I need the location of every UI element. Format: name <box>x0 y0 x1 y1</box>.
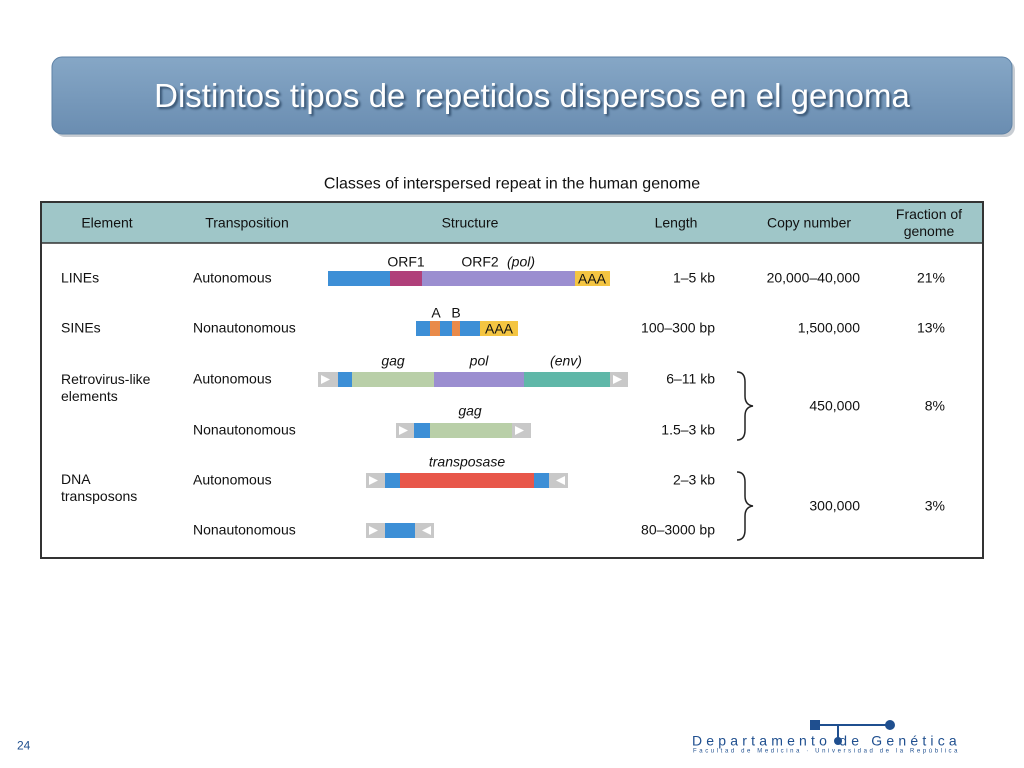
transposition: Nonautonomous <box>193 319 296 336</box>
structure-label: (env) <box>550 352 582 369</box>
length: 1–5 kb <box>672 269 715 286</box>
element-name: SINEs <box>61 319 101 336</box>
retro-autonomous-structure <box>318 372 628 387</box>
column-header: Fraction of genome <box>895 206 963 239</box>
structure-label: gag <box>458 402 482 419</box>
sine-structure <box>416 321 518 336</box>
transposition: Autonomous <box>193 269 272 286</box>
brace <box>736 471 754 541</box>
dna-autonomous-structure <box>366 473 568 488</box>
fraction: 21% <box>916 269 945 286</box>
structure-label: gag <box>381 352 405 369</box>
length: 80–3000 bp <box>641 521 715 538</box>
column-header: Copy number <box>766 214 852 231</box>
structure-label: AAA <box>577 270 607 287</box>
copy-number: 20,000–40,000 <box>766 269 860 286</box>
retro-nonautonomous-structure <box>396 423 531 438</box>
logo-name: Departamento de Genética <box>692 732 961 749</box>
line-structure <box>328 271 610 286</box>
length: 1.5–3 kb <box>661 421 715 438</box>
structure-label: B <box>451 304 461 321</box>
structure-label: ORF2 <box>461 253 499 270</box>
figure-title: Classes of interspersed repeat in the hu… <box>323 175 701 193</box>
element-name: Retrovirus-like elements <box>61 371 151 404</box>
copy-number: 1,500,000 <box>797 319 860 336</box>
fraction: 8% <box>924 397 945 414</box>
column-header: Length <box>654 214 698 231</box>
transposition: Autonomous <box>193 370 272 387</box>
slide-title: Distintos tipos de repetidos dispersos e… <box>154 76 910 114</box>
table-header-band <box>42 203 982 243</box>
element-name: DNA transposons <box>61 471 138 504</box>
page-number: 24 <box>17 738 31 753</box>
structure-label: ORF1 <box>387 253 425 270</box>
dna-nonautonomous-structure <box>366 523 434 538</box>
length: 6–11 kb <box>666 370 715 387</box>
column-header: Structure <box>441 214 499 231</box>
transposition: Nonautonomous <box>193 521 296 538</box>
structure-label: AAA <box>484 320 514 337</box>
brace <box>736 371 754 441</box>
structure-label: (pol) <box>506 253 536 270</box>
copy-number: 300,000 <box>809 497 860 514</box>
transposition: Autonomous <box>193 471 272 488</box>
length: 2–3 kb <box>672 471 715 488</box>
structure-label: A <box>431 304 441 321</box>
title-banner <box>51 56 1013 135</box>
length: 100–300 bp <box>641 319 715 336</box>
column-header: Transposition <box>205 214 289 231</box>
logo-mark <box>810 720 895 745</box>
copy-number: 450,000 <box>809 397 860 414</box>
fraction: 3% <box>924 497 945 514</box>
fraction: 13% <box>916 319 945 336</box>
column-header: Element <box>81 214 133 231</box>
structure-label: pol <box>469 352 489 369</box>
structure-label: transposase <box>428 453 506 470</box>
logo-subtitle: Facultad de Medicina · Universidad de la… <box>693 748 961 755</box>
element-name: LINEs <box>61 269 100 286</box>
transposition: Nonautonomous <box>193 421 296 438</box>
